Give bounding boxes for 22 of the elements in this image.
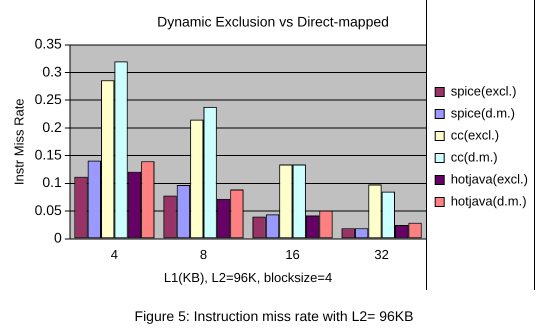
y-tick-label: 0.2 — [42, 118, 62, 135]
x-tick-label: 32 — [374, 247, 389, 262]
x-tick-label: 8 — [200, 247, 208, 262]
legend-label: hotjava(d.m.) — [450, 194, 527, 209]
x-tick-label: 4 — [110, 247, 118, 262]
y-axis-title: Instr Miss Rate — [11, 98, 26, 186]
legend-label: hotjava(excl.) — [450, 172, 528, 187]
y-tick-label: 0.35 — [34, 36, 62, 52]
chart-title: Dynamic Exclusion vs Direct-mapped — [157, 13, 389, 30]
y-tick-label: 0.1 — [42, 174, 62, 190]
y-tick-label: 0.3 — [42, 63, 62, 80]
y-tick-label: 0.15 — [34, 146, 62, 163]
x-axis-title: L1(KB), L2=96K, blocksize=4 — [164, 270, 332, 285]
legend-label: spice(d.m.) — [450, 106, 515, 121]
y-tick-label: 0 — [54, 230, 62, 246]
x-tick-label: 16 — [285, 247, 300, 262]
legend-label: spice(excl.) — [450, 84, 516, 99]
legend-label: cc(d.m.) — [450, 150, 498, 165]
legend-label: cc(excl.) — [450, 128, 500, 143]
y-tick-label: 0.05 — [34, 202, 62, 218]
caption: Figure 5: Instruction miss rate with L2= 96KB — [134, 308, 414, 324]
y-tick-label: 0.25 — [34, 91, 62, 108]
